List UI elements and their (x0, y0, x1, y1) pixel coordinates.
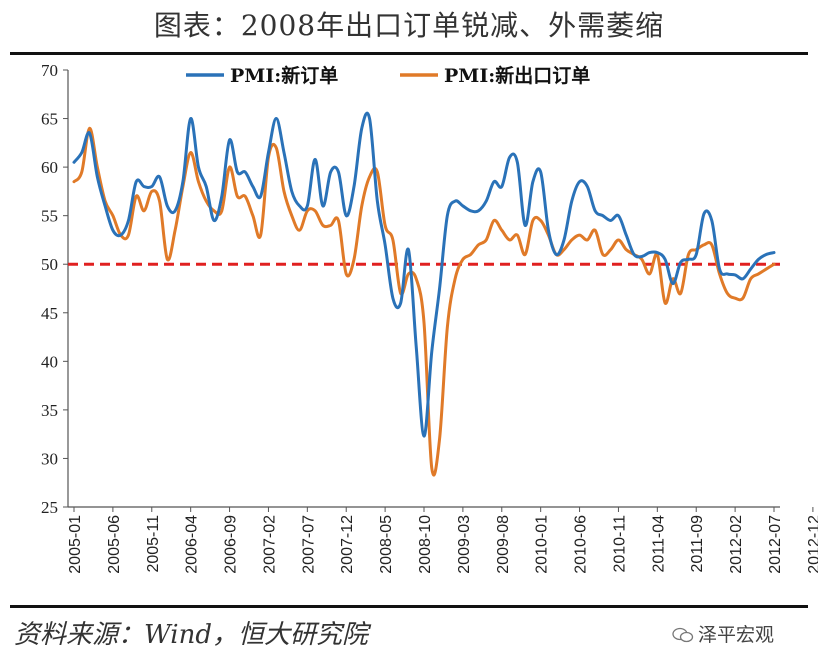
x-tick-label: 2005-06 (106, 515, 123, 574)
x-tick-label: 2011-04 (650, 515, 667, 573)
x-tick-label: 2005-01 (67, 515, 84, 574)
series-lines (72, 111, 776, 477)
y-tick-label: 60 (41, 158, 58, 177)
y-tick-label: 25 (41, 498, 58, 517)
line-chart: 25 30 35 40 45 50 55 60 65 70 2005-01 2005-06 2005-1… (41, 61, 818, 574)
x-tick-label: 2010-06 (573, 515, 590, 574)
y-tick-label: 40 (41, 352, 58, 371)
y-tick-label: 70 (41, 61, 58, 80)
x-tick-label: 2008-05 (378, 515, 395, 574)
x-tick-label: 2007-02 (261, 515, 278, 574)
legend-label-new-export-orders: PMI:新出口订单 (444, 64, 590, 87)
chart-title: 图表：2008年出口订单锐减、外需萎缩 (153, 9, 665, 42)
y-tick-label: 45 (41, 304, 58, 323)
x-tick-label: 2012-12 (806, 515, 818, 574)
series-line-new-orders (72, 111, 776, 438)
y-tick-label: 65 (41, 110, 58, 129)
y-tick-label: 50 (41, 255, 58, 274)
x-tick-label: 2006-04 (184, 515, 201, 574)
x-tick-label: 2007-07 (300, 515, 317, 574)
x-tick-label: 2012-07 (767, 515, 784, 574)
x-tick-label: 2012-02 (728, 515, 745, 574)
x-tick-label: 2010-11 (611, 515, 628, 573)
watermark-text: 泽平宏观 (698, 624, 775, 646)
watermark: 泽平宏观 (672, 620, 774, 647)
x-tick-label: 2005-11 (145, 515, 162, 573)
series-line-new-export-orders (72, 126, 776, 477)
axes: 25 30 35 40 45 50 55 60 65 70 2005-01 2005-06 2005-1… (41, 61, 818, 574)
legend: PMI:新订单 PMI:新出口订单 (186, 64, 590, 87)
x-tick-label: 2010-01 (534, 515, 551, 574)
x-tick-label: 2009-08 (495, 515, 512, 574)
bottom-rule (10, 605, 808, 608)
top-rule (10, 52, 808, 55)
y-tick-label: 30 (41, 449, 58, 468)
source-note: 资料来源：Wind，恒大研究院 (14, 620, 368, 650)
y-tick-label: 55 (41, 207, 58, 226)
wechat-icon (672, 627, 694, 643)
x-tick-label: 2006-09 (223, 515, 240, 574)
x-tick-label: 2011-09 (689, 515, 706, 573)
x-tick-label: 2009-03 (456, 515, 473, 574)
x-tick-label: 2008-10 (417, 515, 434, 574)
y-tick-label: 35 (41, 401, 58, 420)
legend-label-new-orders: PMI:新订单 (230, 64, 338, 87)
x-tick-label: 2007-12 (339, 515, 356, 574)
